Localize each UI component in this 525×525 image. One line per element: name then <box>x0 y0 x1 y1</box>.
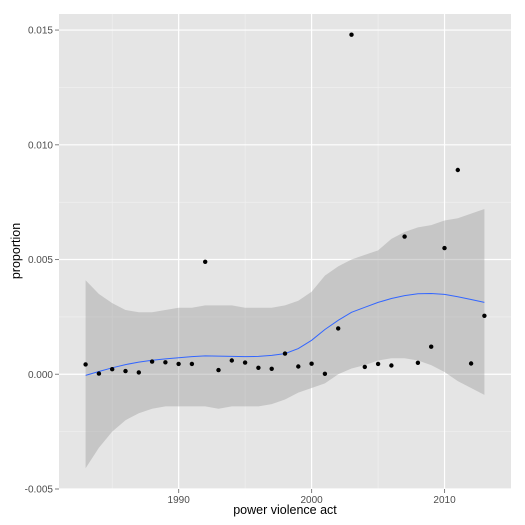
y-axis-ticks: -0.005 0.000 0.005 0.010 0.015 <box>25 26 59 496</box>
data-point <box>349 32 354 37</box>
data-point <box>149 359 155 364</box>
x-axis-ticks: 1990 2000 2010 <box>168 489 456 506</box>
data-point <box>442 245 447 251</box>
data-point <box>309 361 314 366</box>
data-point <box>163 360 168 365</box>
data-point <box>402 234 407 239</box>
data-point <box>189 361 195 367</box>
data-point <box>229 358 234 363</box>
plot-panel <box>59 14 511 489</box>
data-point <box>296 364 301 369</box>
data-point <box>362 364 367 370</box>
data-point <box>389 363 394 368</box>
major-gridlines <box>59 14 511 490</box>
x-axis-title: power violence act <box>233 503 337 517</box>
x-tick-label: 2010 <box>433 495 456 506</box>
data-point <box>269 366 274 371</box>
y-tick-label: 0.005 <box>28 255 53 266</box>
data-point <box>455 167 460 173</box>
data-point <box>468 361 474 366</box>
x-tick-label: 1990 <box>168 495 191 506</box>
data-point <box>256 365 261 370</box>
confidence-ribbon <box>85 209 485 469</box>
minor-gridlines <box>59 14 511 489</box>
data-point <box>336 326 341 331</box>
data-point <box>429 344 434 349</box>
data-point <box>415 360 421 365</box>
data-point <box>242 360 248 365</box>
data-point <box>282 351 288 356</box>
data-point <box>203 259 208 264</box>
data-point <box>136 370 141 375</box>
y-tick-label: -0.005 <box>25 485 54 496</box>
data-point <box>83 362 88 367</box>
data-point <box>216 367 221 373</box>
data-point <box>322 371 328 376</box>
data-point <box>110 367 115 372</box>
y-tick-label: 0.000 <box>28 370 53 381</box>
x-tick-label: 2000 <box>300 495 323 506</box>
data-point <box>482 313 487 318</box>
data-point <box>123 368 128 374</box>
confidence-ribbon-layer <box>85 209 485 469</box>
points-layer <box>83 32 487 376</box>
y-tick-label: 0.010 <box>28 140 53 151</box>
data-point <box>176 361 181 367</box>
y-axis-title: proportion <box>9 223 23 279</box>
data-point <box>96 371 102 376</box>
data-point <box>375 361 381 367</box>
y-tick-label: 0.015 <box>28 26 53 37</box>
